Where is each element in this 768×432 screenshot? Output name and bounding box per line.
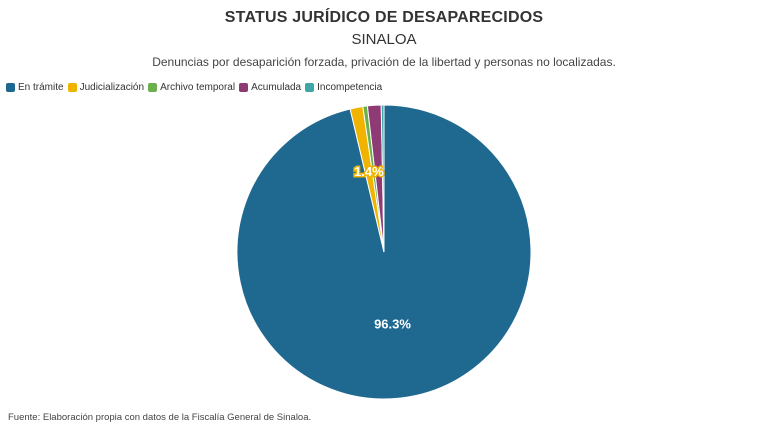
legend-label: Archivo temporal [160,82,236,93]
legend-swatch [67,83,77,92]
chart-source: Fuente: Elaboración propia con datos de … [8,412,312,423]
legend-label: Judicialización [79,82,145,93]
chart-title: STATUS JURÍDICO DE DESAPARECIDOS [224,9,544,26]
slice-data-label: 1.4% [354,164,384,179]
chart-description: Denuncias por desaparición forzada, priv… [152,55,616,69]
legend-label: En trámite [18,82,64,93]
legend-item[interactable]: Acumulada [239,82,301,93]
legend-swatch [6,83,15,92]
legend-swatch [148,83,158,92]
pie-slice-incompetencia[interactable] [380,104,385,253]
chart-subtitle: SINALOA [351,31,417,48]
chart-legend: En trámite Judicialización Archivo tempora… [6,82,386,93]
legend-item[interactable]: Archivo temporal [148,82,235,93]
legend-item[interactable]: Incompetencia [305,82,382,93]
legend-label: Acumulada [251,82,302,93]
slice-data-label: 96.3% [374,316,411,331]
legend-label: Incompetencia [317,82,383,93]
legend-swatch [305,83,315,92]
legend-swatch [239,83,249,92]
legend-item[interactable]: En trámite [6,82,64,93]
legend-item[interactable]: Judicialización [67,82,145,93]
